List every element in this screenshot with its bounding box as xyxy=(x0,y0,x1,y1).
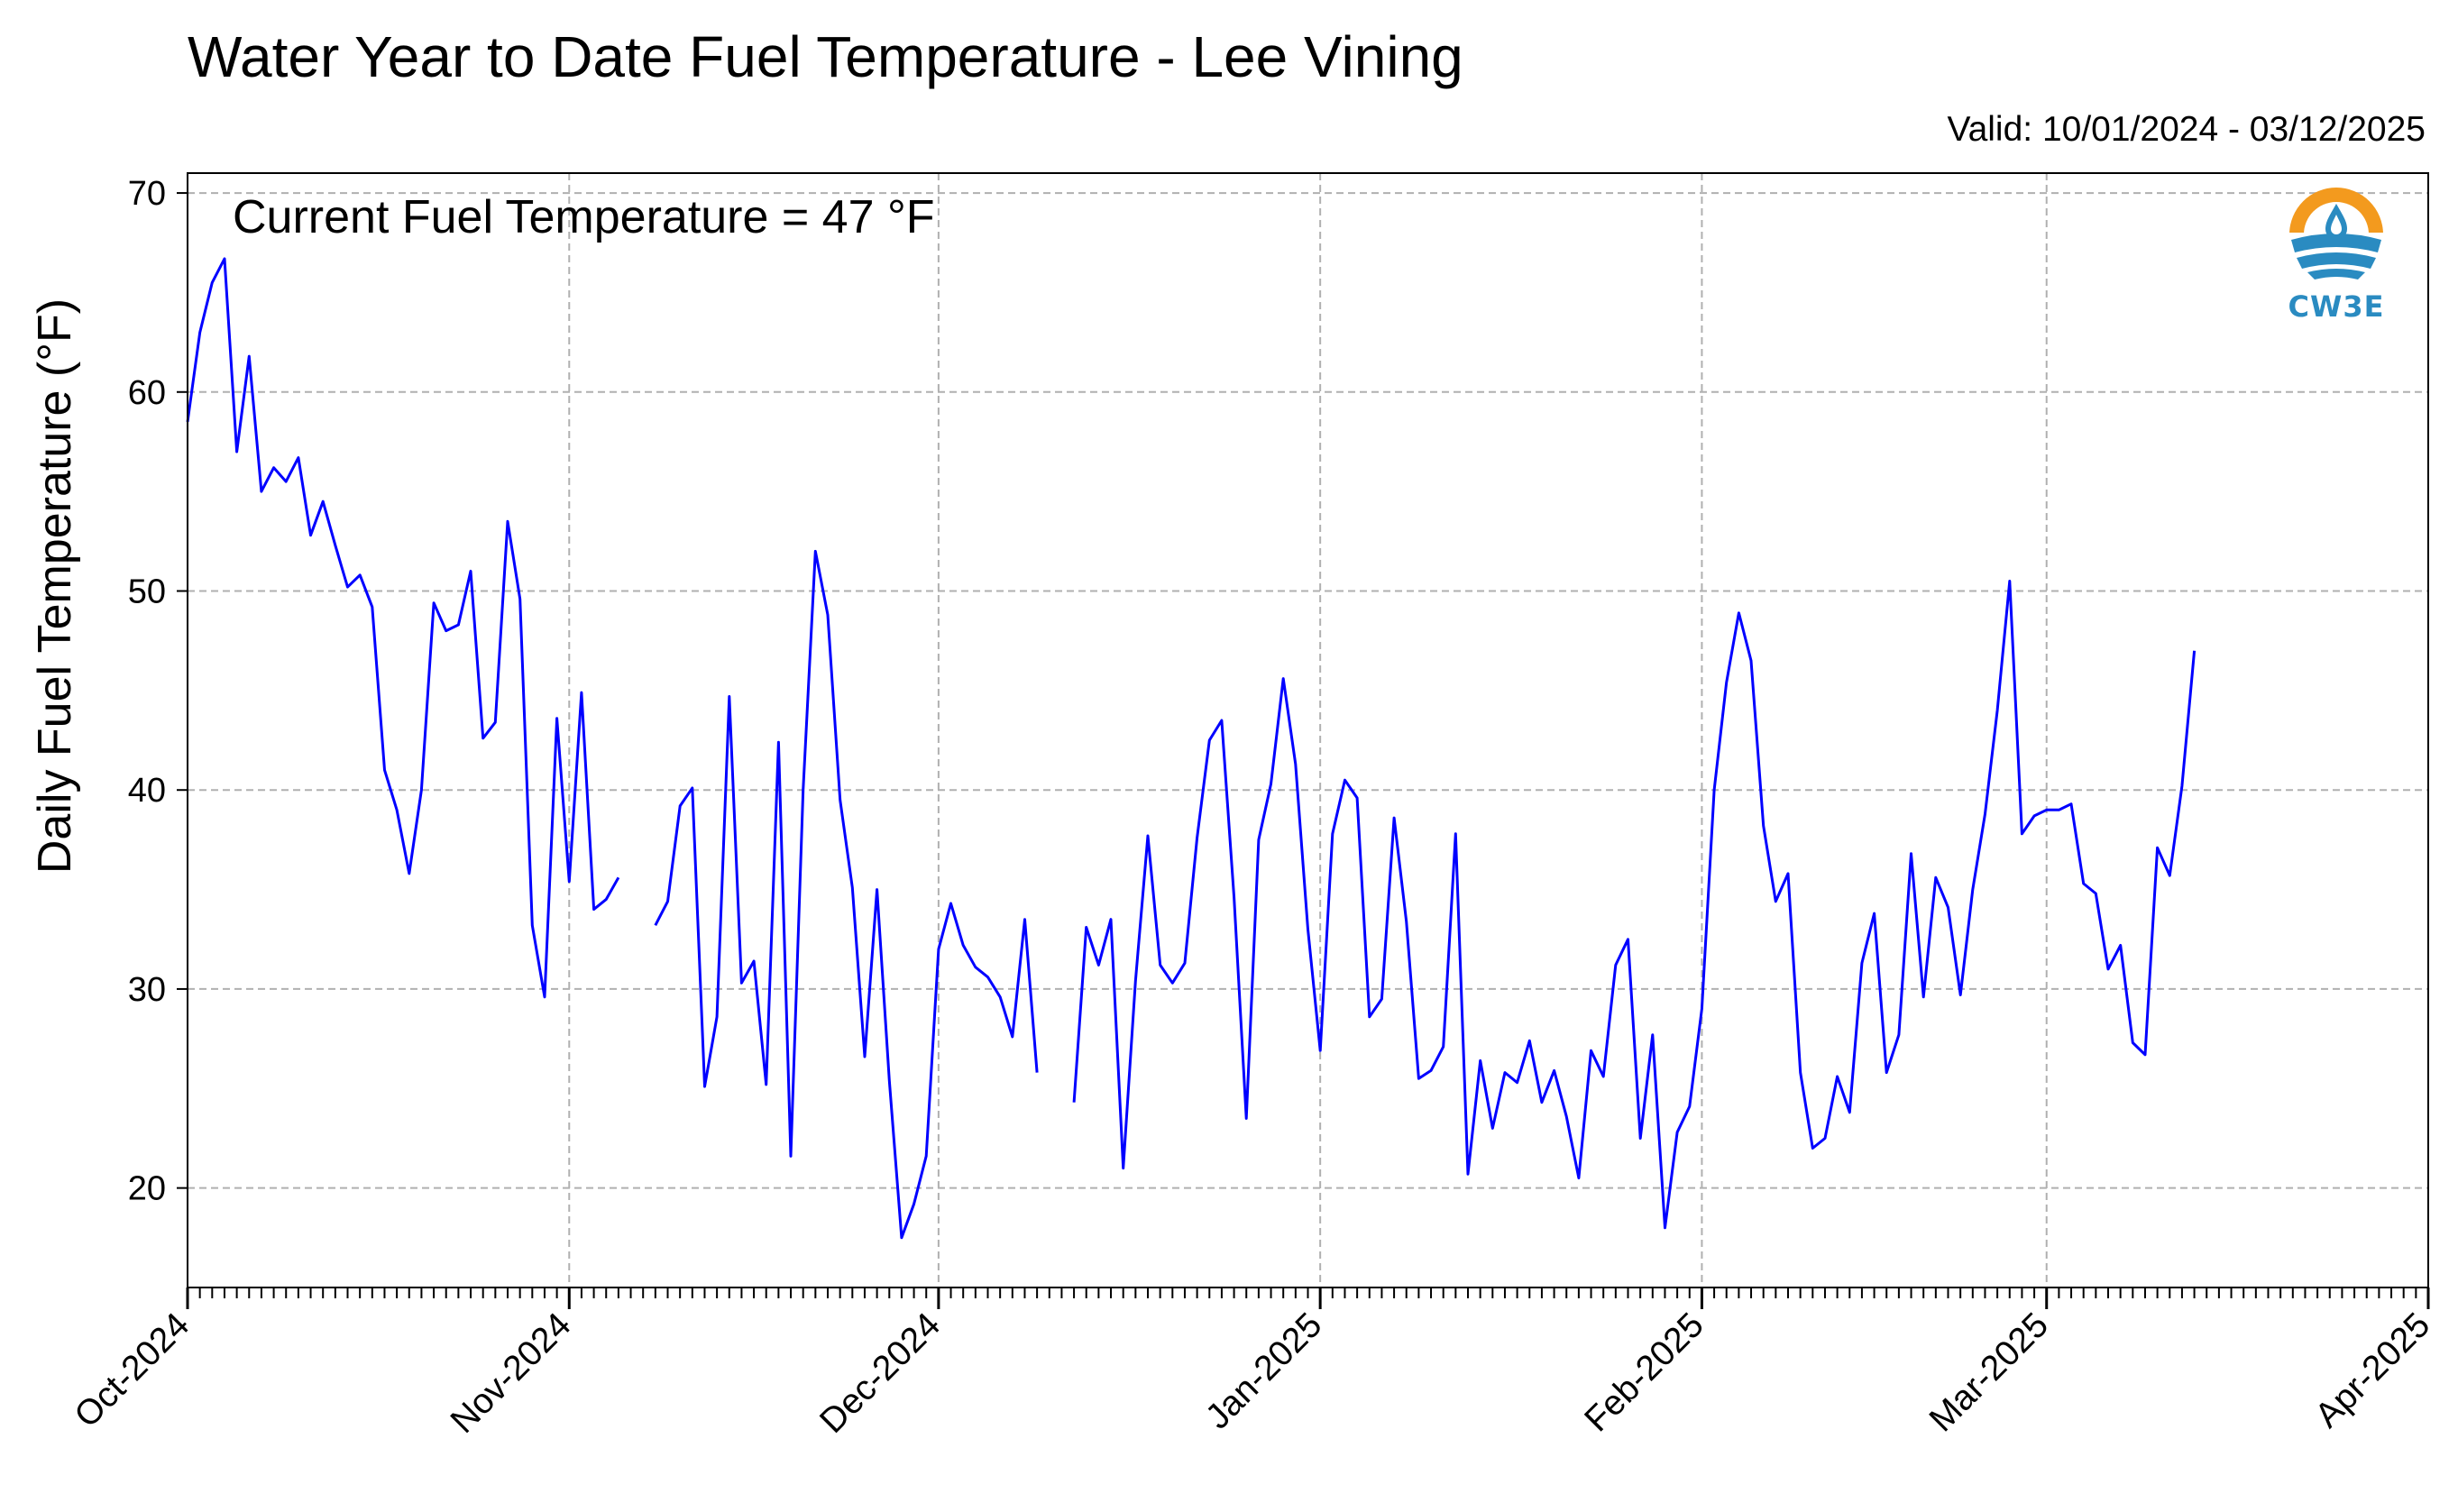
chart-title: Water Year to Date Fuel Temperature - Le… xyxy=(188,24,1463,89)
x-tick-label: Oct-2024 xyxy=(68,1306,197,1435)
axes: 20 30 40 50 60 70 Oct-2024 Nov-2024 Dec-2024 Jan-… xyxy=(68,175,2438,1441)
x-tick-label: Jan-2025 xyxy=(1198,1306,1329,1436)
x-tick-label: Nov-2024 xyxy=(444,1306,579,1441)
current-temperature-annotation: Current Fuel Temperature = 47 °F xyxy=(233,191,935,243)
y-tick-label: 70 xyxy=(128,175,166,213)
y-axis-label: Daily Fuel Temperature (°F) xyxy=(29,298,81,874)
y-tick-label: 40 xyxy=(128,772,166,810)
temperature-line-segment xyxy=(186,257,620,999)
y-tick-label: 50 xyxy=(128,573,166,611)
valid-date-range: Valid: 10/01/2024 - 03/12/2025 xyxy=(1947,110,2426,149)
x-tick-label: Apr-2025 xyxy=(2308,1306,2438,1435)
temperature-line-segment xyxy=(1072,580,2197,1230)
grid-lines xyxy=(188,173,2428,1287)
cw3e-logo: CW3E xyxy=(2281,186,2391,324)
x-tick-label: Dec-2024 xyxy=(812,1306,948,1441)
x-tick-label: Mar-2025 xyxy=(1922,1306,2056,1439)
y-tick-label: 60 xyxy=(128,374,166,412)
y-tick-label: 30 xyxy=(128,971,166,1009)
logo-text: CW3E xyxy=(2288,289,2385,324)
water-drop-sun-icon xyxy=(2288,188,2385,283)
data-layer xyxy=(186,257,2197,1240)
temperature-line-segment xyxy=(654,549,1039,1240)
y-tick-label: 20 xyxy=(128,1170,166,1208)
x-tick-label: Feb-2025 xyxy=(1577,1306,1711,1439)
